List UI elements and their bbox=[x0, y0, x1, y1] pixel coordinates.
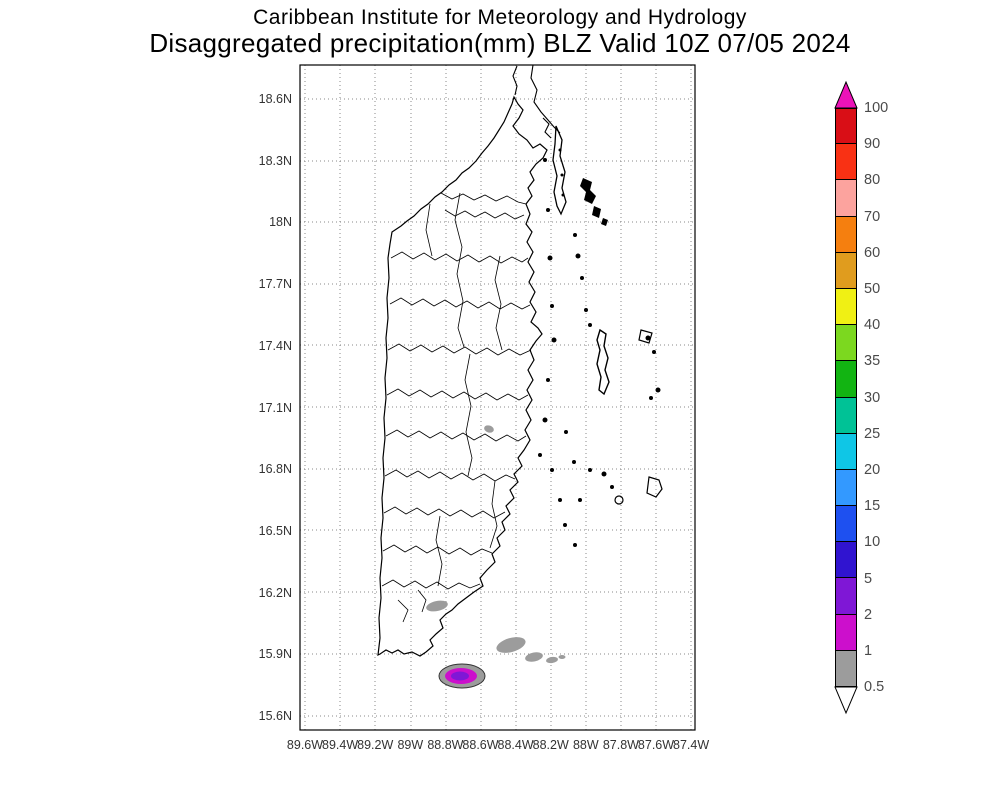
lat-tick-label: 18.6N bbox=[258, 92, 292, 106]
map-frame bbox=[299, 64, 696, 731]
lon-tick-label: 88.6W bbox=[462, 738, 499, 752]
colorbar-segment bbox=[835, 180, 857, 217]
lon-labels: 89.6W 89.4W 89.2W 89W 88.8W 88.6W 88.4W 88.2W 88… bbox=[0, 738, 1000, 758]
lon-tick-label: 89W bbox=[397, 738, 424, 752]
ambergris-caye-outline bbox=[552, 125, 567, 216]
lat-tick-label: 17.4N bbox=[258, 338, 292, 353]
colorbar-tick-label: 15 bbox=[864, 498, 881, 515]
colorbar-segment bbox=[835, 397, 857, 434]
precip-blob-gray-band-4 bbox=[558, 655, 566, 659]
lon-tick-label: 89.2W bbox=[357, 738, 394, 752]
colorbar-segments bbox=[835, 108, 857, 687]
turneffe-atoll-outline bbox=[596, 328, 610, 396]
colorbar-arrow-bottom bbox=[834, 686, 858, 715]
colorbar-segment bbox=[835, 252, 857, 289]
lon-tick-label: 88.8W bbox=[427, 738, 464, 752]
lon-tick-label: 89.6W bbox=[286, 738, 324, 752]
lat-tick-label: 16.2N bbox=[258, 585, 292, 600]
colorbar-tick-label: 25 bbox=[864, 425, 881, 442]
colorbar-segment bbox=[835, 433, 857, 470]
colorbar-segment bbox=[835, 650, 857, 687]
lat-tick-label: 15.9N bbox=[258, 647, 292, 662]
precip-blobs bbox=[426, 425, 566, 689]
precip-main-cell-purple-core bbox=[451, 671, 469, 681]
lon-tick-label: 87.8W bbox=[602, 738, 639, 752]
colorbar-tick-label: 60 bbox=[864, 244, 881, 261]
lon-tick-label: 87.6W bbox=[637, 738, 675, 752]
lon-tick-label: 88.2W bbox=[532, 738, 569, 752]
lighthouse-reef-outline bbox=[638, 329, 653, 344]
precip-blob-gray-band-2 bbox=[525, 652, 543, 662]
colorbar-top-arrow-shape bbox=[834, 80, 858, 109]
precip-blob-gray-coast bbox=[426, 600, 448, 612]
colorbar-segment bbox=[835, 144, 857, 181]
colorbar-segment bbox=[835, 108, 857, 145]
southern-reef-outline bbox=[646, 476, 663, 498]
colorbar-tick-label: 20 bbox=[864, 462, 881, 478]
lon-tick-label: 88W bbox=[572, 738, 599, 752]
colorbar-tick-label: 90 bbox=[864, 136, 881, 153]
colorbar-tick-label: 30 bbox=[864, 389, 881, 406]
lat-labels: 18.6N 18.3N 18N 17.7N 17.4N 17.1N 16.8N 16.5N 16… bbox=[226, 0, 296, 800]
lat-tick-label: 16.5N bbox=[258, 523, 292, 538]
colorbar-segment bbox=[835, 469, 857, 507]
colorbar-tick-label: 40 bbox=[864, 317, 881, 334]
gridlines bbox=[300, 65, 695, 730]
colorbar-segment bbox=[835, 325, 857, 362]
precip-blob-gray-band-3 bbox=[546, 656, 558, 664]
lat-tick-label: 18N bbox=[269, 215, 292, 230]
colorbar-tick-label: 100 bbox=[864, 100, 889, 116]
precip-blob-gray-inland bbox=[484, 425, 494, 433]
colorbar-segment bbox=[835, 614, 857, 651]
colorbar-segment bbox=[835, 216, 857, 253]
lon-tick-label: 87.4W bbox=[673, 738, 710, 752]
institute-title: Caribbean Institute for Meteorology and … bbox=[253, 6, 747, 29]
lat-tick-label: 15.6N bbox=[258, 709, 292, 723]
colorbar-bottom-arrow-shape bbox=[834, 686, 858, 715]
colorbar-tick-label: 35 bbox=[864, 353, 881, 370]
lat-tick-label: 16.8N bbox=[258, 462, 292, 477]
northern-cayes bbox=[580, 178, 608, 226]
caye-dots bbox=[538, 148, 661, 547]
colorbar-tick-label: 80 bbox=[864, 172, 881, 189]
colorbar-tick-label: 5 bbox=[864, 570, 873, 587]
lon-tick-label: 89.4W bbox=[322, 738, 359, 752]
lat-tick-label: 18.3N bbox=[258, 153, 292, 168]
mexico-coastline bbox=[512, 64, 561, 139]
lat-tick-label: 17.7N bbox=[258, 277, 292, 292]
precip-blob-gray-band-1 bbox=[496, 637, 526, 653]
colorbar-segment bbox=[835, 288, 857, 326]
watershed-boundaries bbox=[381, 192, 532, 623]
colorbar-tick-label: 50 bbox=[864, 281, 881, 297]
lon-tick-label: 88.4W bbox=[497, 738, 534, 752]
colorbar-tick-label: 10 bbox=[864, 534, 881, 551]
glovers-reef-outline bbox=[614, 495, 624, 505]
colorbar-tick-label: 1 bbox=[864, 643, 873, 659]
lat-tick-label: 17.1N bbox=[258, 400, 292, 415]
colorbar-tick-label: 70 bbox=[864, 208, 881, 225]
colorbar-arrow-top bbox=[834, 80, 858, 109]
colorbar-segment bbox=[835, 506, 857, 543]
colorbar-labels: 100 90 80 70 60 50 40 35 30 25 20 15 10 5 2 1 0.5 bbox=[864, 0, 924, 800]
colorbar-segment bbox=[835, 542, 857, 579]
plot-title: Disaggregated precipitation(mm) BLZ Vali… bbox=[149, 28, 851, 58]
belize-outline bbox=[377, 95, 548, 657]
colorbar-segment bbox=[835, 361, 857, 398]
offshore-cayes bbox=[538, 148, 663, 547]
colorbar-tick-label: 0.5 bbox=[864, 679, 885, 696]
colorbar-segment bbox=[835, 578, 857, 615]
colorbar-tick-label: 2 bbox=[864, 606, 873, 623]
